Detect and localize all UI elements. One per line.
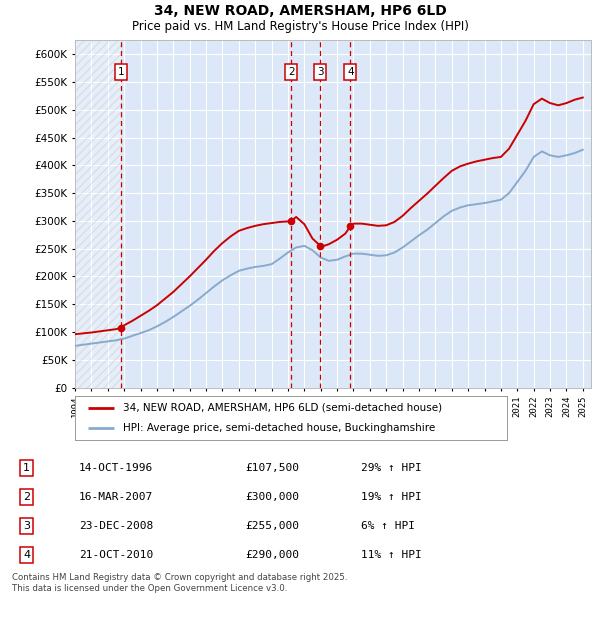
- Text: £255,000: £255,000: [245, 521, 299, 531]
- Text: £290,000: £290,000: [245, 550, 299, 560]
- Text: 14-OCT-1996: 14-OCT-1996: [79, 463, 153, 473]
- Text: 19% ↑ HPI: 19% ↑ HPI: [361, 492, 422, 502]
- Text: 2: 2: [23, 492, 30, 502]
- Text: 6% ↑ HPI: 6% ↑ HPI: [361, 521, 415, 531]
- Text: 11% ↑ HPI: 11% ↑ HPI: [361, 550, 422, 560]
- Text: 3: 3: [23, 521, 30, 531]
- Text: 34, NEW ROAD, AMERSHAM, HP6 6LD (semi-detached house): 34, NEW ROAD, AMERSHAM, HP6 6LD (semi-de…: [122, 402, 442, 413]
- Text: 4: 4: [347, 67, 353, 77]
- Text: 23-DEC-2008: 23-DEC-2008: [79, 521, 153, 531]
- Text: 4: 4: [23, 550, 30, 560]
- Text: 1: 1: [23, 463, 30, 473]
- Text: £300,000: £300,000: [245, 492, 299, 502]
- Text: 29% ↑ HPI: 29% ↑ HPI: [361, 463, 422, 473]
- Text: 3: 3: [317, 67, 323, 77]
- Text: 21-OCT-2010: 21-OCT-2010: [79, 550, 153, 560]
- Text: HPI: Average price, semi-detached house, Buckinghamshire: HPI: Average price, semi-detached house,…: [122, 423, 435, 433]
- Text: £107,500: £107,500: [245, 463, 299, 473]
- Text: 16-MAR-2007: 16-MAR-2007: [79, 492, 153, 502]
- Text: Price paid vs. HM Land Registry's House Price Index (HPI): Price paid vs. HM Land Registry's House …: [131, 20, 469, 33]
- Text: 2: 2: [288, 67, 295, 77]
- Text: 34, NEW ROAD, AMERSHAM, HP6 6LD: 34, NEW ROAD, AMERSHAM, HP6 6LD: [154, 4, 446, 19]
- Text: 1: 1: [118, 67, 124, 77]
- Text: Contains HM Land Registry data © Crown copyright and database right 2025.
This d: Contains HM Land Registry data © Crown c…: [12, 574, 347, 593]
- Bar: [75, 40, 121, 388]
